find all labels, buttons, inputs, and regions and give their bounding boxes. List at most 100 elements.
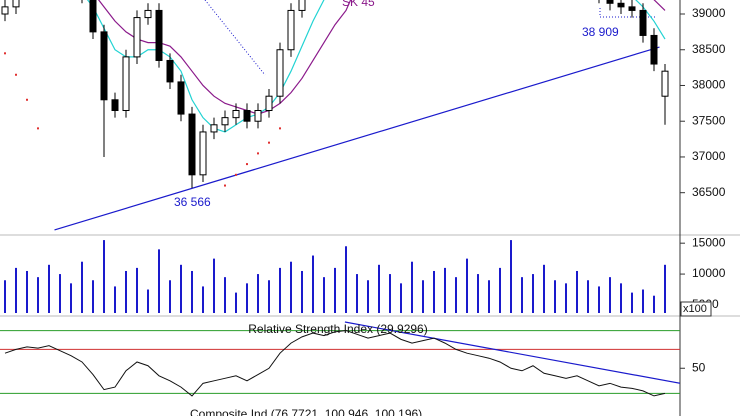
volume-bar [653,295,655,313]
candle-body [617,2,625,8]
volume-bar [48,264,50,313]
trendline [344,321,680,384]
unit-box [680,301,712,317]
volume-bar [15,267,17,313]
volume-bar [147,289,149,313]
volume-bar [532,274,534,313]
sar-dot [268,141,270,144]
volume-bar [246,283,248,313]
volume-bar [455,277,457,313]
candle-body [12,0,20,8]
sar-dot [257,152,259,155]
volume-bar [631,292,633,313]
y-tick-label: 10000 [692,266,726,280]
sar-dot [279,127,281,130]
sar-dot [26,98,28,101]
volume-bar [268,280,270,313]
volume-bar [301,270,303,313]
candle-body [650,34,658,65]
volume-bar [136,267,138,313]
rsi-title: Relative Strength Index (29.9296) [248,322,427,336]
volume-bar [125,270,127,313]
candle-body [298,0,306,11]
volume-bar [664,264,666,313]
y-tick-label: 39000 [692,6,726,20]
sar-dot [224,184,226,187]
volume-bar [103,240,105,313]
volume-bar [191,270,193,313]
moving-average [86,0,666,133]
volume-bar [169,280,171,313]
sar-dot [15,73,17,76]
volume-bar [356,274,358,313]
volume-panel [4,240,666,313]
dotted-line [599,8,655,18]
volume-bar [180,264,182,313]
volume-bar [312,255,314,313]
volume-bar [334,267,336,313]
y-tick-label: 36500 [692,185,726,199]
volume-bar [235,292,237,313]
candle-body [166,59,174,83]
trendline [54,46,660,231]
volume-bar [587,280,589,313]
volume-bar [345,246,347,313]
volume-bar [400,283,402,313]
volume-bar [444,267,446,313]
candle-body [122,56,130,111]
candle-body [221,117,229,126]
candle-body [133,17,141,58]
annotation: SK 45 [342,0,375,9]
candle-body [661,70,669,97]
unit-label: x100 [683,303,707,315]
candle-body [100,31,108,101]
volume-bar [202,286,204,313]
candle-body [232,109,240,119]
volume-bar [609,277,611,313]
volume-bar [70,283,72,313]
volume-bar [81,261,83,313]
candle-body [254,109,262,122]
candle-body [276,49,284,97]
y-tick-label: 37000 [692,149,726,163]
volume-bar [620,283,622,313]
volume-bar [4,280,6,313]
candle-body [210,124,218,133]
sar-dot [246,163,248,166]
sar-dot [37,127,39,130]
annotation: 36 566 [174,195,211,209]
volume-bar [554,280,556,313]
footer-label: Composite Ind (76.7721, 100.946, 100.196… [190,407,422,416]
candle-body [155,9,163,61]
candle-body [606,0,614,4]
volume-bar [224,277,226,313]
volume-bar [257,274,259,313]
candle-body [144,9,152,19]
volume-bar [158,249,160,313]
y-tick-label: 15000 [692,235,726,249]
y-tick-label: 37500 [692,113,726,127]
volume-bar [279,267,281,313]
volume-bar [499,267,501,313]
candle-body [243,109,251,122]
volume-bar [213,258,215,313]
volume-bar [565,283,567,313]
price-panel [1,0,669,231]
candle-body [287,9,295,51]
rsi-line [4,330,666,397]
volume-bar [378,264,380,313]
axis-labels: 3650037000375003800038500390005000100001… [680,6,726,374]
volume-bar [477,274,479,313]
volume-bar [422,280,424,313]
volume-bar [576,270,578,313]
candle-body [188,113,196,176]
y-tick-label: 38500 [692,42,726,56]
sar-dot [4,52,6,55]
volume-bar [510,240,512,313]
candle-body [177,81,185,115]
volume-bar [642,289,644,313]
dotted-line [204,0,266,76]
volume-bar [466,258,468,313]
